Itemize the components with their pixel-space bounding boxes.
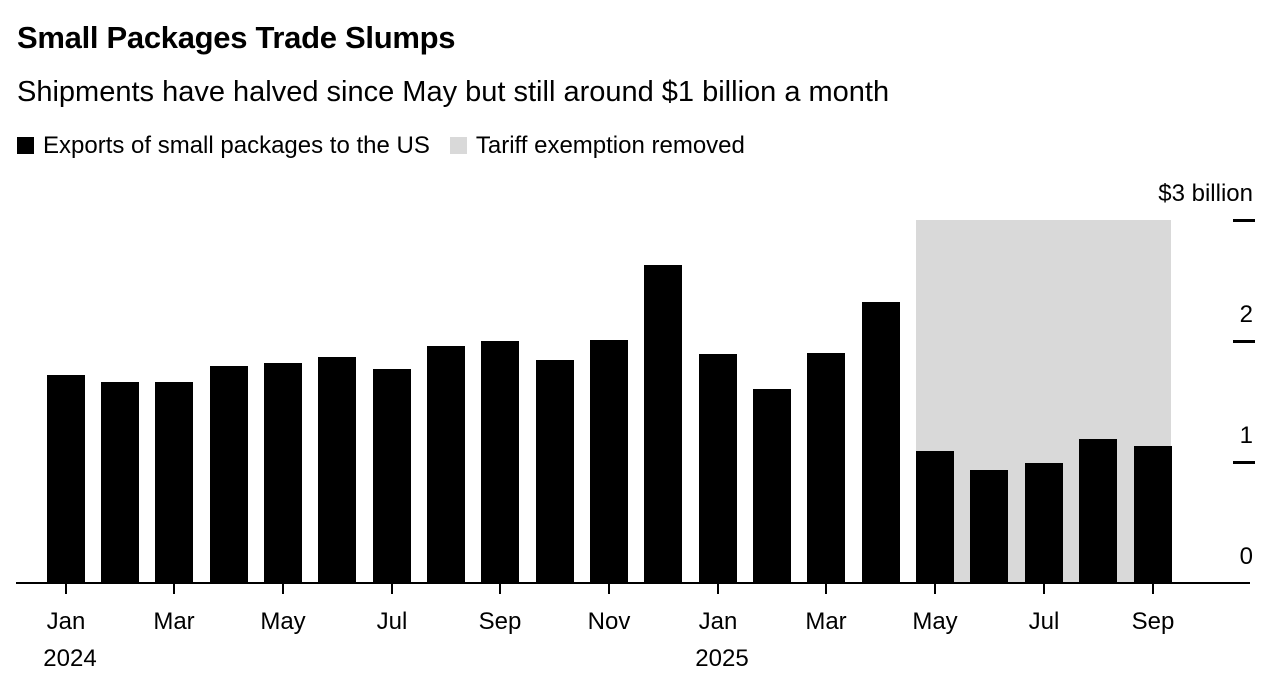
x-axis-label-may: May bbox=[912, 608, 958, 635]
x-axis-label-mar: Mar bbox=[153, 608, 195, 635]
highlight-band-swatch bbox=[449, 137, 467, 154]
x-tick-jan-2025 bbox=[717, 583, 719, 594]
bar-jun-2024 bbox=[318, 357, 356, 583]
legend: Exports of small packages to the US Tari… bbox=[17, 132, 745, 159]
bar-may-2024 bbox=[264, 363, 302, 583]
bar-jan-2025 bbox=[699, 354, 737, 583]
legend-label-tariff-exemption: Tariff exemption removed bbox=[475, 132, 745, 159]
x-axis-label-sep: Sep bbox=[478, 608, 522, 635]
legend-item-exports: Exports of small packages to the US bbox=[17, 132, 430, 159]
x-tick-nov bbox=[608, 583, 610, 594]
bar-may-2025 bbox=[916, 451, 954, 583]
legend-label-exports: Exports of small packages to the US bbox=[43, 132, 430, 159]
x-tick-mar bbox=[825, 583, 827, 594]
x-axis-label-sep: Sep bbox=[1131, 608, 1175, 635]
bar-apr-2024 bbox=[210, 366, 248, 583]
x-tick-jan-2024 bbox=[65, 583, 67, 594]
x-tick-sep bbox=[1152, 583, 1154, 594]
bar-series-swatch bbox=[17, 137, 34, 154]
y-axis-label-1: 1 bbox=[1239, 422, 1253, 449]
y-tick-3 bbox=[1233, 219, 1255, 222]
y-axis-label-0: 0 bbox=[1239, 543, 1253, 570]
bar-dec-2024 bbox=[644, 265, 682, 583]
chart-title: Small Packages Trade Slumps bbox=[17, 20, 456, 55]
y-tick-1 bbox=[1233, 461, 1255, 464]
x-axis-label-mar: Mar bbox=[805, 608, 847, 635]
x-axis-year-label-2024: 2024 bbox=[43, 645, 97, 672]
bar-jul-2025 bbox=[1025, 463, 1063, 583]
bar-feb-2024 bbox=[101, 382, 139, 583]
x-axis-label-nov: Nov bbox=[587, 608, 631, 635]
x-tick-jul bbox=[391, 583, 393, 594]
x-tick-may bbox=[934, 583, 936, 594]
legend-item-tariff-exemption: Tariff exemption removed bbox=[449, 132, 745, 159]
bar-aug-2025 bbox=[1079, 439, 1117, 583]
x-axis-label-jan-2024: Jan bbox=[46, 608, 86, 635]
bar-sep-2024 bbox=[481, 341, 519, 583]
bar-mar-2024 bbox=[155, 382, 193, 583]
x-axis-label-may: May bbox=[260, 608, 306, 635]
x-axis-year-label-2025: 2025 bbox=[695, 645, 749, 672]
bar-aug-2024 bbox=[427, 346, 465, 583]
bar-jun-2025 bbox=[970, 470, 1008, 583]
bar-jul-2024 bbox=[373, 369, 411, 583]
x-axis-line bbox=[16, 582, 1250, 584]
y-axis-label-2: 2 bbox=[1239, 301, 1253, 328]
x-tick-jul bbox=[1043, 583, 1045, 594]
bar-oct-2024 bbox=[536, 360, 574, 583]
bar-mar-2025 bbox=[807, 353, 845, 583]
bar-feb-2025 bbox=[753, 389, 791, 583]
x-axis-label-jan-2025: Jan bbox=[698, 608, 738, 635]
bar-jan-2024 bbox=[47, 375, 85, 583]
chart-subtitle: Shipments have halved since May but stil… bbox=[17, 76, 890, 108]
y-axis-label-3: $3 billion bbox=[1158, 180, 1253, 207]
bar-nov-2024 bbox=[590, 340, 628, 583]
y-tick-2 bbox=[1233, 340, 1255, 343]
x-tick-may bbox=[282, 583, 284, 594]
bar-apr-2025 bbox=[862, 302, 900, 583]
x-tick-mar bbox=[173, 583, 175, 594]
x-axis-label-jul: Jul bbox=[376, 608, 408, 635]
x-tick-sep bbox=[499, 583, 501, 594]
x-axis-label-jul: Jul bbox=[1028, 608, 1060, 635]
bar-sep-2025 bbox=[1134, 446, 1172, 583]
